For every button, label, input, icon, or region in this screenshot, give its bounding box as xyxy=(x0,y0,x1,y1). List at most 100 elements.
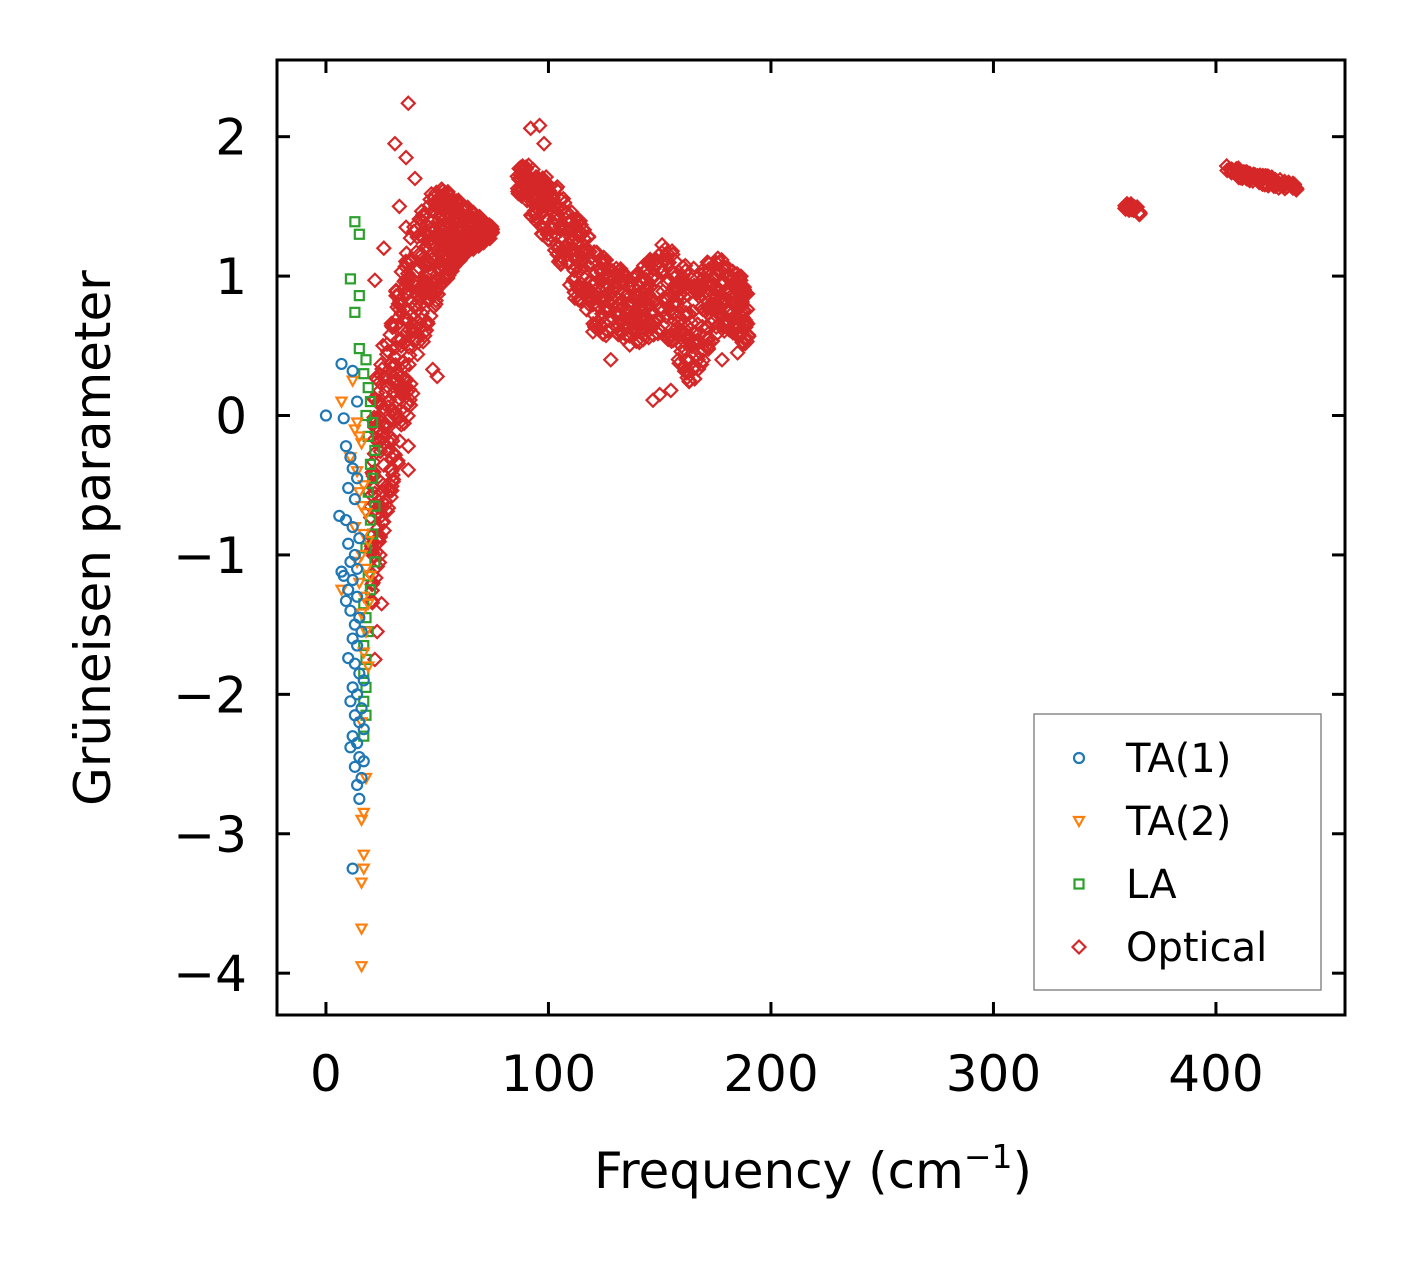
data-point-ta-1 xyxy=(355,625,368,638)
data-point-optical xyxy=(371,554,388,571)
data-point-optical xyxy=(567,258,585,275)
data-point-optical xyxy=(584,323,602,340)
data-point-optical xyxy=(527,190,544,207)
data-point-optical xyxy=(595,314,613,332)
data-point-ta-1 xyxy=(351,778,364,792)
data-point-optical xyxy=(380,419,397,436)
plot-area xyxy=(319,95,1305,974)
data-point-ta-2 xyxy=(354,877,369,890)
data-point-optical xyxy=(440,267,457,284)
data-point-optical xyxy=(567,217,584,234)
data-point-optical xyxy=(534,170,551,187)
data-point-optical xyxy=(574,225,591,242)
data-point-ta-1 xyxy=(337,412,350,425)
data-point-la xyxy=(367,472,379,484)
data-point-optical xyxy=(711,317,728,334)
data-point-ta-1 xyxy=(348,760,361,773)
data-point-optical xyxy=(563,221,580,238)
data-point-la xyxy=(358,368,370,380)
data-point-optical xyxy=(375,513,392,530)
data-point-optical xyxy=(392,291,409,308)
data-point-ta-2 xyxy=(352,487,367,500)
data-point-optical xyxy=(425,274,442,291)
y-tick-label: 1 xyxy=(215,248,247,306)
data-point-ta-1 xyxy=(342,481,355,495)
data-point-optical xyxy=(662,382,679,399)
data-point-optical xyxy=(614,264,631,281)
data-point-la xyxy=(358,639,370,652)
data-point-optical xyxy=(385,473,402,490)
data-point-ta-2 xyxy=(359,508,373,521)
y-tick-label: −2 xyxy=(173,666,247,724)
data-point-ta-1 xyxy=(346,520,359,534)
data-point-ta-2 xyxy=(350,417,364,430)
data-point-optical xyxy=(464,225,481,242)
data-point-optical xyxy=(393,331,410,348)
data-point-optical xyxy=(740,328,757,345)
data-point-ta-1 xyxy=(344,451,357,464)
data-point-optical xyxy=(1267,178,1284,195)
data-point-optical xyxy=(407,296,424,313)
data-point-optical xyxy=(386,348,403,365)
data-point-optical xyxy=(399,383,416,400)
data-point-optical xyxy=(1286,176,1303,193)
data-point-optical xyxy=(714,272,731,289)
data-point-optical xyxy=(555,190,572,207)
legend-marker-ta-2 xyxy=(1072,815,1086,829)
data-point-optical xyxy=(561,276,578,293)
data-point-optical xyxy=(574,258,591,275)
data-point-optical xyxy=(642,251,659,268)
data-point-optical xyxy=(430,279,447,296)
data-point-optical xyxy=(642,314,659,331)
data-point-ta-2 xyxy=(359,563,373,577)
data-point-optical xyxy=(568,210,585,227)
data-point-ta-1 xyxy=(342,537,355,550)
data-point-optical xyxy=(372,528,389,546)
data-point-ta-2 xyxy=(354,961,369,974)
data-point-optical xyxy=(703,315,720,332)
data-point-optical xyxy=(549,178,566,195)
legend-marker-la xyxy=(1073,878,1085,890)
data-point-optical xyxy=(445,222,462,239)
legend-marker-optical xyxy=(1070,938,1088,956)
data-point-ta-2 xyxy=(356,849,371,862)
data-point-optical xyxy=(681,372,698,389)
data-point-optical xyxy=(540,231,557,248)
data-point-optical xyxy=(608,260,625,277)
legend-label: Optical xyxy=(1126,925,1267,971)
data-point-optical xyxy=(397,149,415,166)
data-point-optical xyxy=(677,342,694,359)
data-point-ta-1 xyxy=(342,583,355,596)
data-point-ta-1 xyxy=(351,688,364,701)
data-point-ta-1 xyxy=(344,741,357,754)
data-point-optical xyxy=(637,262,654,279)
data-point-optical xyxy=(677,351,695,368)
data-point-optical xyxy=(695,269,712,286)
data-point-optical xyxy=(375,457,392,474)
data-point-ta-1 xyxy=(353,792,366,806)
data-point-optical xyxy=(733,297,751,314)
data-point-ta-1 xyxy=(348,657,361,670)
data-point-la xyxy=(344,273,357,285)
data-point-optical xyxy=(674,358,692,375)
data-point-ta-1 xyxy=(353,532,366,545)
data-point-optical xyxy=(689,316,706,333)
data-point-optical xyxy=(385,385,402,402)
y-axis-label: Grüneisen parameter xyxy=(64,270,122,806)
data-point-optical xyxy=(1241,165,1258,182)
data-point-optical xyxy=(711,254,729,271)
data-point-optical xyxy=(383,482,400,499)
data-point-optical xyxy=(668,280,685,297)
data-point-optical xyxy=(380,499,397,517)
data-point-optical xyxy=(450,213,467,230)
data-point-optical xyxy=(539,210,556,227)
data-point-optical xyxy=(626,270,643,288)
data-point-optical xyxy=(385,446,403,463)
data-point-ta-2 xyxy=(352,431,367,444)
data-point-optical xyxy=(412,210,429,228)
data-point-optical xyxy=(1224,162,1241,179)
data-point-optical xyxy=(566,262,583,279)
data-point-ta-2 xyxy=(356,480,371,493)
data-point-ta-1 xyxy=(319,409,333,422)
data-point-optical xyxy=(439,185,456,202)
